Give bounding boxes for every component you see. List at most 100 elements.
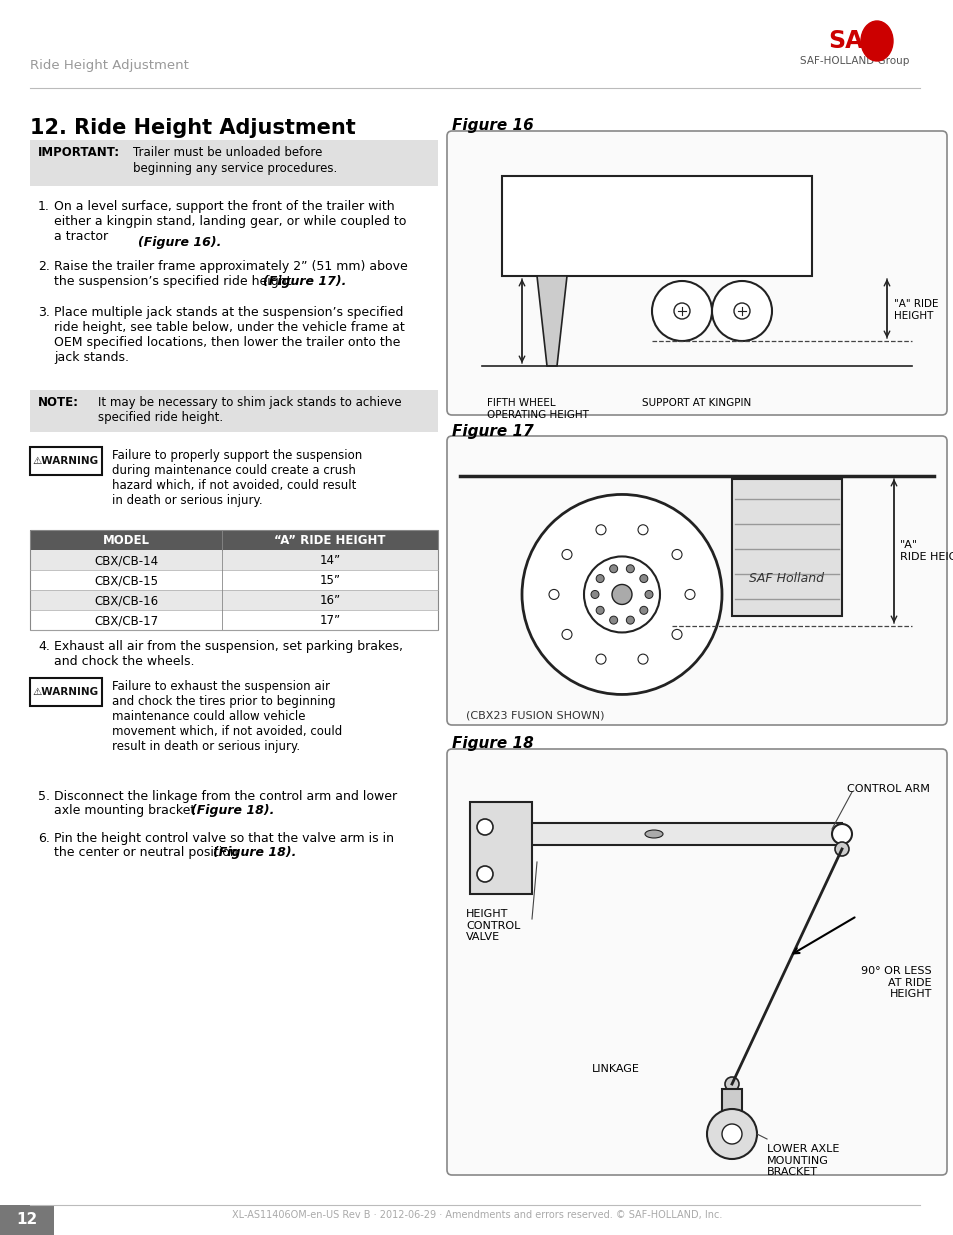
Text: LOWER AXLE
MOUNTING
BRACKET: LOWER AXLE MOUNTING BRACKET xyxy=(766,1144,839,1177)
Text: Failure to exhaust the suspension air
and chock the tires prior to beginning
mai: Failure to exhaust the suspension air an… xyxy=(112,680,342,753)
Bar xyxy=(30,390,437,432)
Text: 2.: 2. xyxy=(38,261,50,273)
Bar xyxy=(30,140,437,186)
Text: 12: 12 xyxy=(16,1213,37,1228)
Circle shape xyxy=(831,824,851,844)
Bar xyxy=(0,1205,54,1235)
Text: ⚠WARNING: ⚠WARNING xyxy=(33,456,99,466)
Text: Raise the trailer frame approximately 2” (51 mm) above
the suspension’s specifie: Raise the trailer frame approximately 2”… xyxy=(54,261,407,288)
Text: "A" RIDE
HEIGHT: "A" RIDE HEIGHT xyxy=(893,299,938,321)
Circle shape xyxy=(673,303,689,319)
Circle shape xyxy=(721,1124,741,1144)
FancyBboxPatch shape xyxy=(447,131,946,415)
Circle shape xyxy=(644,590,652,599)
Text: Disconnect the linkage from the control arm and lower: Disconnect the linkage from the control … xyxy=(54,790,396,803)
Text: MODEL: MODEL xyxy=(102,535,150,547)
Bar xyxy=(30,530,437,630)
Bar xyxy=(501,177,811,275)
Text: Place multiple jack stands at the suspension’s specified
ride height, see table : Place multiple jack stands at the suspen… xyxy=(54,306,404,364)
Text: Figure 18: Figure 18 xyxy=(452,736,533,751)
Circle shape xyxy=(651,282,711,341)
Circle shape xyxy=(834,842,848,856)
Text: (Figure 17).: (Figure 17). xyxy=(263,275,346,288)
Text: Exhaust all air from the suspension, set parking brakes,
and chock the wheels.: Exhaust all air from the suspension, set… xyxy=(54,640,402,668)
Text: XL-AS11406OM-en-US Rev B · 2012-06-29 · Amendments and errors reserved. © SAF-HO: XL-AS11406OM-en-US Rev B · 2012-06-29 · … xyxy=(232,1210,721,1220)
Circle shape xyxy=(561,630,572,640)
Bar xyxy=(731,479,841,616)
Circle shape xyxy=(590,590,598,599)
Bar xyxy=(30,610,437,630)
Circle shape xyxy=(609,564,617,573)
Text: (Figure 18).: (Figure 18). xyxy=(191,804,274,818)
Ellipse shape xyxy=(644,830,662,839)
Bar xyxy=(470,802,532,894)
Text: LINKAGE: LINKAGE xyxy=(592,1065,639,1074)
Text: HEIGHT
CONTROL
VALVE: HEIGHT CONTROL VALVE xyxy=(465,909,519,942)
Text: 12. Ride Height Adjustment: 12. Ride Height Adjustment xyxy=(30,119,355,138)
Text: 4.: 4. xyxy=(38,640,50,653)
FancyBboxPatch shape xyxy=(447,748,946,1174)
Text: Figure 16: Figure 16 xyxy=(452,119,533,133)
Bar xyxy=(30,447,102,475)
Text: It may be necessary to shim jack stands to achieve
specified ride height.: It may be necessary to shim jack stands … xyxy=(98,396,401,424)
Text: Ride Height Adjustment: Ride Height Adjustment xyxy=(30,59,189,72)
Text: 3.: 3. xyxy=(38,306,50,319)
Text: NOTE:: NOTE: xyxy=(38,396,79,409)
Text: FIFTH WHEEL
OPERATING HEIGHT: FIFTH WHEEL OPERATING HEIGHT xyxy=(486,398,588,420)
Circle shape xyxy=(521,494,721,694)
Bar xyxy=(30,550,437,571)
Circle shape xyxy=(639,606,647,614)
Text: Figure 17: Figure 17 xyxy=(452,424,533,438)
Circle shape xyxy=(626,616,634,624)
Text: beginning any service procedures.: beginning any service procedures. xyxy=(132,162,337,175)
FancyBboxPatch shape xyxy=(447,436,946,725)
Text: axle mounting bracket: axle mounting bracket xyxy=(54,804,199,818)
Text: 14”: 14” xyxy=(319,555,340,568)
Text: 16”: 16” xyxy=(319,594,340,608)
Circle shape xyxy=(612,584,631,604)
Text: (Figure 16).: (Figure 16). xyxy=(138,236,221,249)
Text: On a level surface, support the front of the trailer with
either a kingpin stand: On a level surface, support the front of… xyxy=(54,200,406,243)
Text: CBX/CB-15: CBX/CB-15 xyxy=(94,574,158,588)
Circle shape xyxy=(596,655,605,664)
Circle shape xyxy=(638,525,647,535)
Circle shape xyxy=(671,550,681,559)
Circle shape xyxy=(671,630,681,640)
Circle shape xyxy=(626,564,634,573)
Text: the center or neutral position: the center or neutral position xyxy=(54,846,241,860)
Circle shape xyxy=(639,574,647,583)
Text: CBX/CB-17: CBX/CB-17 xyxy=(93,615,158,627)
Text: (Figure 18).: (Figure 18). xyxy=(213,846,296,860)
Text: ⚠WARNING: ⚠WARNING xyxy=(33,687,99,697)
Circle shape xyxy=(706,1109,757,1158)
Text: Pin the height control valve so that the valve arm is in: Pin the height control valve so that the… xyxy=(54,832,394,845)
Bar xyxy=(506,823,841,845)
Text: SAF Holland: SAF Holland xyxy=(749,573,823,585)
Circle shape xyxy=(733,303,749,319)
Text: 90° OR LESS
AT RIDE
HEIGHT: 90° OR LESS AT RIDE HEIGHT xyxy=(861,966,931,999)
Text: CBX/CB-16: CBX/CB-16 xyxy=(93,594,158,608)
Circle shape xyxy=(724,1077,739,1091)
Text: (CBX23 FUSION SHOWN): (CBX23 FUSION SHOWN) xyxy=(465,710,604,720)
Text: Trailer must be unloaded before: Trailer must be unloaded before xyxy=(132,146,322,159)
Bar xyxy=(30,590,437,610)
Circle shape xyxy=(561,550,572,559)
Circle shape xyxy=(711,282,771,341)
Bar xyxy=(30,530,437,550)
Circle shape xyxy=(583,557,659,632)
Text: 6.: 6. xyxy=(38,832,50,845)
Circle shape xyxy=(476,819,493,835)
Bar xyxy=(721,1089,741,1153)
Polygon shape xyxy=(537,275,566,366)
Circle shape xyxy=(596,525,605,535)
Circle shape xyxy=(609,616,617,624)
Text: “A” RIDE HEIGHT: “A” RIDE HEIGHT xyxy=(274,535,385,547)
Circle shape xyxy=(638,655,647,664)
Text: SUPPORT AT KINGPIN: SUPPORT AT KINGPIN xyxy=(641,398,750,408)
Text: 5.: 5. xyxy=(38,790,50,803)
Bar xyxy=(30,678,102,706)
Text: SAF-HOLLAND Group: SAF-HOLLAND Group xyxy=(800,56,909,65)
Text: CONTROL ARM: CONTROL ARM xyxy=(846,784,929,794)
Text: 1.: 1. xyxy=(38,200,50,212)
Text: IMPORTANT:: IMPORTANT: xyxy=(38,146,120,159)
